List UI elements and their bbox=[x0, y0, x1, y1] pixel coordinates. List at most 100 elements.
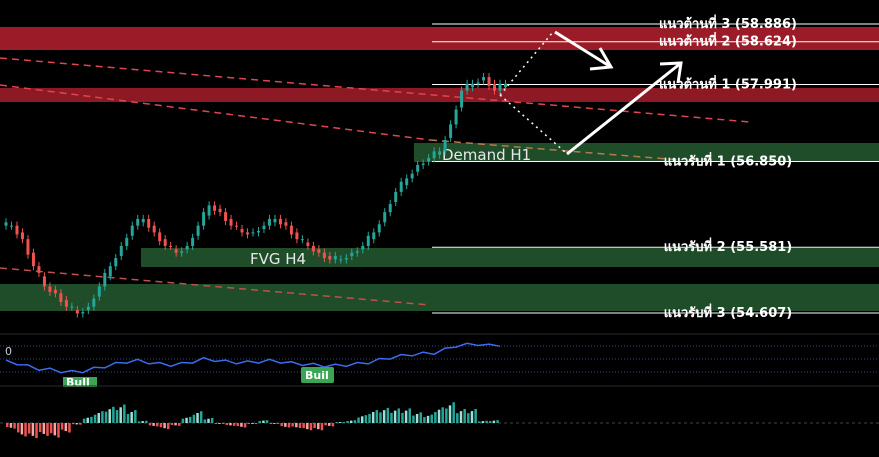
histogram-bar bbox=[75, 423, 79, 425]
candle-body bbox=[366, 235, 370, 246]
histogram-bar bbox=[20, 423, 24, 435]
histogram-bar bbox=[262, 420, 265, 423]
histogram-bar bbox=[159, 423, 163, 428]
candle-body bbox=[92, 298, 96, 307]
histogram-bar bbox=[86, 417, 90, 423]
fvg-h4-label: FVG H4 bbox=[250, 250, 306, 268]
histogram-bar bbox=[31, 423, 35, 436]
histogram-bar bbox=[123, 404, 126, 423]
histogram-bar bbox=[221, 423, 225, 424]
histogram-bar bbox=[236, 423, 240, 427]
histogram-bar bbox=[393, 410, 397, 423]
histogram-bar bbox=[163, 423, 166, 429]
histogram-bar bbox=[331, 423, 335, 427]
histogram-bar bbox=[181, 418, 185, 423]
histogram-bar bbox=[210, 417, 214, 423]
candle-body bbox=[394, 191, 398, 203]
histogram-bar bbox=[71, 423, 75, 425]
histogram-bar bbox=[328, 423, 331, 426]
candle-body bbox=[147, 218, 151, 228]
candle-body bbox=[449, 124, 453, 138]
histogram-bar bbox=[247, 423, 251, 424]
histogram-bar bbox=[46, 423, 49, 436]
histogram-bar bbox=[349, 420, 353, 423]
candle-body bbox=[333, 256, 337, 260]
candle-body bbox=[180, 251, 184, 253]
histogram-bar bbox=[196, 413, 199, 423]
histogram-bar bbox=[390, 412, 393, 423]
histogram-bar bbox=[207, 418, 210, 423]
candle-body bbox=[361, 245, 365, 250]
histogram-bar bbox=[90, 416, 93, 423]
histogram-bar bbox=[24, 423, 27, 437]
histogram-bar bbox=[423, 417, 426, 423]
candle-body bbox=[267, 218, 271, 226]
svg-text:Buil: Buil bbox=[305, 369, 329, 382]
level-label-3: แนวต้านที่ 1 (57.991) bbox=[659, 74, 797, 92]
histogram-bar bbox=[295, 423, 298, 428]
candle-body bbox=[388, 204, 392, 213]
histogram-bar bbox=[16, 423, 20, 433]
level-label-1: แนวต้านที่ 3 (58.886) bbox=[659, 14, 797, 32]
candle-body bbox=[70, 306, 74, 308]
trend-line-middle bbox=[0, 84, 431, 141]
trend-line-upper bbox=[0, 57, 751, 123]
candle-body bbox=[125, 237, 129, 246]
candle-body bbox=[37, 266, 41, 273]
candle-body bbox=[306, 242, 310, 246]
histogram-bar bbox=[97, 413, 100, 423]
histogram-bar bbox=[225, 423, 229, 425]
histogram-bar bbox=[141, 421, 144, 423]
histogram-bar bbox=[489, 421, 492, 423]
candle-body bbox=[119, 245, 123, 257]
histogram-bar bbox=[430, 414, 433, 423]
histogram-bar bbox=[82, 418, 86, 423]
candle-body bbox=[339, 259, 343, 261]
candle-body bbox=[399, 181, 403, 192]
candle-body bbox=[295, 232, 299, 240]
histogram-bar bbox=[251, 423, 254, 424]
projection-down-dotted bbox=[499, 94, 566, 153]
candle-body bbox=[328, 256, 332, 260]
candle-body bbox=[372, 232, 376, 240]
histogram-bar bbox=[368, 413, 371, 423]
level-label-5: แนวรับที่ 2 (55.581) bbox=[664, 237, 793, 255]
histogram-bar bbox=[459, 411, 463, 423]
candle-body bbox=[405, 178, 409, 186]
rsi-line bbox=[5, 342, 501, 374]
histogram-bar bbox=[145, 420, 148, 423]
demand-h1-label: Demand H1 bbox=[442, 146, 531, 164]
histogram-bar bbox=[441, 407, 444, 423]
histogram-bar bbox=[53, 423, 57, 436]
resistance-zone-1 bbox=[0, 88, 879, 102]
histogram-bar bbox=[317, 423, 320, 430]
histogram-bar bbox=[306, 423, 309, 430]
forecast-arrow-up bbox=[566, 61, 683, 156]
candle-body bbox=[207, 205, 211, 216]
histogram-bar bbox=[404, 410, 408, 423]
candle-body bbox=[493, 83, 497, 91]
candle-body bbox=[438, 151, 442, 155]
candle-body bbox=[42, 276, 46, 287]
histogram-bar bbox=[185, 417, 188, 423]
candle-body bbox=[427, 158, 431, 162]
candle-body bbox=[163, 239, 167, 246]
candle-body bbox=[300, 239, 304, 241]
candle-body bbox=[114, 258, 118, 267]
candle-body bbox=[350, 252, 354, 257]
histogram-bar bbox=[137, 421, 141, 423]
histogram-bar bbox=[148, 423, 152, 426]
candle-body bbox=[487, 77, 491, 86]
histogram-bar bbox=[375, 410, 379, 423]
candle-body bbox=[498, 83, 502, 91]
histogram-bar bbox=[174, 423, 177, 426]
candle-body bbox=[251, 232, 255, 234]
histogram-bar bbox=[397, 408, 401, 423]
candle-body bbox=[432, 151, 436, 159]
histogram-bar bbox=[60, 423, 64, 430]
candle-body bbox=[75, 310, 79, 314]
level-label-6: แนวรับที่ 3 (54.607) bbox=[664, 303, 793, 321]
candle-body bbox=[174, 249, 178, 253]
histogram-bar bbox=[324, 423, 327, 426]
